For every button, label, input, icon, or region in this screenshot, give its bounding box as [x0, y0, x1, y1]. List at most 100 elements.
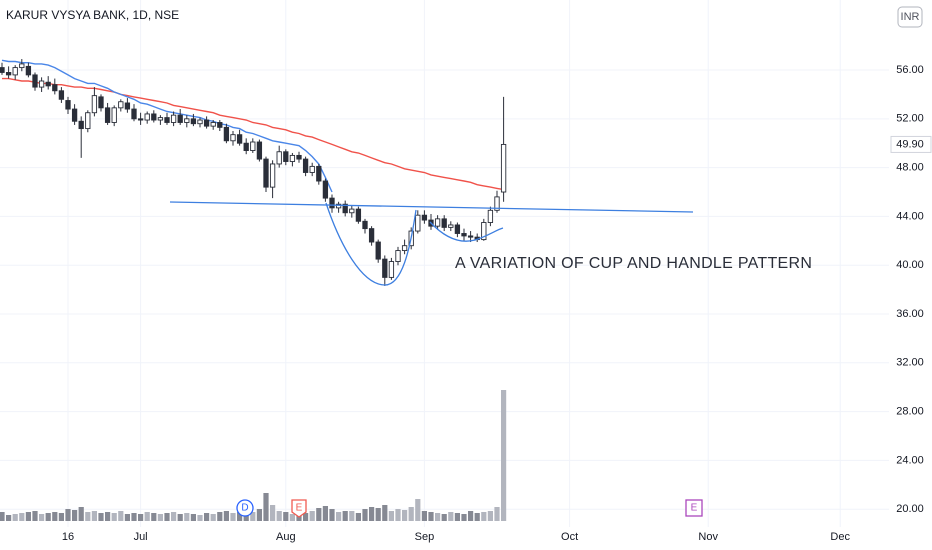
volume-bar [32, 511, 38, 521]
x-tick-label: Dec [830, 531, 850, 543]
volume-bar [171, 512, 177, 521]
candle-body [375, 241, 381, 260]
earnings-label: E [296, 503, 303, 514]
volume-bar [164, 513, 170, 521]
volume-bar [39, 514, 45, 521]
candle-body [322, 180, 329, 199]
volume-bar [204, 513, 210, 521]
candle-body [137, 118, 144, 121]
candle-body [500, 143, 507, 193]
volume-bar [124, 514, 130, 521]
volume-bar [19, 513, 25, 521]
volume-bar [256, 509, 262, 521]
volume-bar [349, 511, 355, 521]
cup-drawing [325, 202, 417, 286]
earnings-label: E [691, 503, 698, 514]
moving-average-line [1, 59, 333, 193]
candle-body [157, 117, 164, 121]
volume-bar [270, 505, 276, 521]
candle-body [368, 228, 375, 243]
volume-bar [237, 512, 243, 521]
volume-bar [25, 512, 31, 521]
last-price-box [890, 135, 932, 153]
candle-body [355, 208, 362, 222]
x-tick-label: Oct [561, 531, 578, 543]
volume-bar [362, 509, 368, 521]
candle-body [302, 158, 309, 173]
candle-body [395, 250, 401, 262]
candle-body [210, 122, 216, 127]
candle-body [434, 218, 441, 227]
volume-bar [230, 513, 236, 521]
x-tick-label: 16 [62, 531, 74, 543]
volume-bar [303, 513, 309, 521]
candle-body [32, 74, 38, 88]
candle-body [45, 81, 51, 87]
y-tick-label: 48.00 [896, 162, 924, 174]
candle-layer [0, 59, 507, 286]
y-tick-label: 28.00 [896, 406, 924, 418]
volume-bar [210, 514, 216, 521]
last-price-label: 49.90 [896, 138, 924, 150]
candle-body [25, 65, 32, 76]
candle-body [494, 196, 500, 211]
candle-body [111, 107, 117, 123]
volume-bar [91, 511, 97, 521]
candle-body [362, 220, 368, 230]
volume-bar [45, 513, 51, 521]
volume-bar [263, 493, 269, 521]
y-tick-label: 44.00 [896, 210, 924, 222]
volume-bar [388, 511, 394, 521]
candle-body [335, 203, 342, 209]
candle-body [151, 113, 157, 121]
volume-bar [461, 514, 467, 521]
candle-body [98, 96, 104, 109]
volume-bar [6, 515, 12, 521]
volume-bar [474, 513, 480, 521]
dividend-marker[interactable] [236, 499, 254, 517]
candle-body [401, 245, 408, 252]
currency-box[interactable] [897, 6, 923, 28]
candle-body [316, 165, 322, 182]
volume-bar [408, 507, 414, 521]
grid [0, 0, 889, 527]
candle-body [184, 118, 190, 123]
candle-body [467, 235, 474, 238]
x-tick-label: Jul [134, 531, 148, 543]
candle-body [415, 214, 421, 232]
volume-bar [144, 512, 150, 521]
volume-bar [336, 512, 342, 521]
candle-body [177, 114, 183, 123]
y-tick-label: 32.00 [896, 357, 924, 369]
earnings-marker[interactable] [291, 499, 307, 518]
volume-bar [190, 514, 196, 521]
candle-body [388, 261, 395, 278]
volume-bar [494, 507, 500, 521]
candle-body [382, 258, 388, 278]
volume-bar [131, 513, 137, 521]
candle-body [283, 151, 289, 162]
candle-body [217, 122, 223, 128]
candle-body [461, 233, 467, 237]
volume-bar [223, 511, 229, 521]
earnings-marker[interactable] [685, 499, 703, 517]
volume-bar [283, 512, 289, 521]
volume-bar [402, 510, 408, 521]
moving-average-line [2, 77, 504, 191]
candle-body [38, 80, 45, 88]
candle-body [144, 113, 150, 121]
volume-bar [250, 512, 256, 521]
y-tick-label: 24.00 [896, 454, 924, 466]
candle-body [441, 218, 447, 228]
y-tick-label: 52.00 [896, 113, 924, 125]
volume-bar [487, 511, 493, 521]
chart-title: KARUR VYSYA BANK, 1D, NSE [6, 8, 179, 22]
volume-bar [395, 509, 401, 521]
volume-bar [105, 512, 111, 521]
volume-bar [72, 510, 78, 521]
volume-bar [151, 513, 157, 521]
candle-body [170, 114, 177, 123]
volume-bar [65, 509, 71, 521]
candle-body [12, 67, 18, 76]
